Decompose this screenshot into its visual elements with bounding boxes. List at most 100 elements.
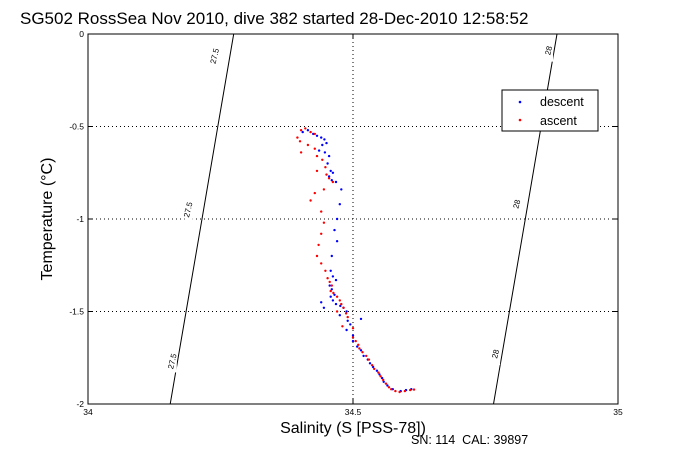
data-point-ascent xyxy=(351,327,355,330)
legend-marker-descent xyxy=(518,100,522,104)
data-point-ascent xyxy=(409,388,412,392)
data-point-descent xyxy=(329,169,332,173)
data-point-ascent xyxy=(320,210,323,213)
chart-title: SG502 RossSea Nov 2010, dive 382 started… xyxy=(20,9,528,28)
data-point-descent xyxy=(301,130,304,134)
data-point-descent xyxy=(328,284,331,287)
data-point-ascent xyxy=(313,147,316,150)
data-point-ascent xyxy=(298,140,302,143)
data-point-ascent xyxy=(387,386,391,389)
data-point-descent xyxy=(368,362,372,365)
serial-cal-footnote: SN: 114 CAL: 39897 xyxy=(411,433,528,447)
data-point-ascent xyxy=(306,143,310,147)
legend-label-ascent: ascent xyxy=(540,114,577,128)
data-point-descent xyxy=(331,299,335,302)
data-point-descent xyxy=(386,384,389,387)
data-point-descent xyxy=(359,349,363,352)
data-point-descent xyxy=(382,380,385,383)
data-point-descent xyxy=(331,171,335,174)
y-axis-label: Temperature (°C) xyxy=(39,158,56,281)
data-point-ascent xyxy=(361,351,364,354)
data-point-descent xyxy=(338,314,341,317)
data-point-descent xyxy=(338,203,341,206)
data-point-ascent xyxy=(324,166,327,169)
data-point-ascent xyxy=(357,343,360,346)
data-point-ascent xyxy=(338,299,341,302)
data-point-descent xyxy=(334,278,338,282)
contour-label: 28 xyxy=(511,198,522,209)
contour-label-bg xyxy=(211,45,220,68)
data-point-descent xyxy=(334,180,338,184)
data-point-ascent xyxy=(384,382,388,385)
data-point-ascent xyxy=(331,180,335,184)
data-point-descent xyxy=(375,369,379,372)
data-point-ascent xyxy=(412,388,416,391)
data-point-ascent xyxy=(321,158,324,161)
data-point-descent xyxy=(326,162,329,165)
data-point-ascent xyxy=(398,390,401,394)
data-point-descent xyxy=(327,154,331,158)
legend-marker-ascent xyxy=(518,118,522,122)
data-point-descent xyxy=(322,306,326,309)
data-point-descent xyxy=(306,129,310,132)
data-point-descent xyxy=(317,149,321,152)
data-point-ascent xyxy=(327,177,331,180)
legend-box xyxy=(501,89,599,132)
data-point-descent xyxy=(325,141,328,145)
data-point-descent xyxy=(335,240,339,243)
data-point-descent xyxy=(320,301,323,304)
x-tick-label: 34.5 xyxy=(345,407,362,417)
density-contour-27.5 xyxy=(169,33,235,405)
contour-label: 27.5 xyxy=(182,201,195,219)
contour-label: 27.5 xyxy=(166,352,179,370)
y-tick-label: -1.5 xyxy=(69,307,84,317)
data-point-descent xyxy=(339,304,342,308)
data-point-descent xyxy=(334,302,338,306)
data-point-ascent xyxy=(373,367,376,371)
data-point-descent xyxy=(345,328,348,332)
x-axis-label: Salinity (S [PSS-78]) xyxy=(280,420,426,437)
data-point-ascent xyxy=(335,310,339,313)
data-points xyxy=(296,127,416,394)
data-point-descent xyxy=(346,319,349,322)
contour-label-bg xyxy=(545,39,554,62)
data-point-ascent xyxy=(367,358,371,361)
data-point-descent xyxy=(351,339,355,343)
data-point-ascent xyxy=(351,336,355,339)
data-point-ascent xyxy=(394,389,397,393)
data-point-descent xyxy=(335,217,339,221)
data-point-descent xyxy=(349,323,352,326)
data-point-ascent xyxy=(346,315,349,319)
data-point-ascent xyxy=(340,302,343,306)
data-point-ascent xyxy=(403,389,407,393)
data-point-ascent xyxy=(299,151,303,154)
contour-label-bg xyxy=(492,343,501,366)
data-point-descent xyxy=(321,143,324,147)
data-point-ascent xyxy=(377,371,380,374)
data-point-ascent xyxy=(315,154,319,158)
data-point-ascent xyxy=(309,130,312,134)
y-tick-label: -1 xyxy=(76,214,84,224)
data-point-descent xyxy=(333,228,336,232)
data-point-ascent xyxy=(296,136,299,139)
data-point-descent xyxy=(329,295,332,298)
data-point-ascent xyxy=(324,269,327,272)
data-point-ascent xyxy=(390,388,393,391)
data-point-ascent xyxy=(317,243,320,247)
data-point-ascent xyxy=(379,375,382,378)
legend: descent ascent xyxy=(501,89,599,132)
contour-label-bg xyxy=(184,198,193,221)
data-point-descent xyxy=(330,179,333,182)
data-point-descent xyxy=(340,188,343,191)
data-point-ascent xyxy=(320,262,323,265)
data-point-descent xyxy=(359,317,363,321)
axis-ticks: 34 34.5 35 0 -0.5 -1 -1.5 -2 xyxy=(69,29,623,417)
y-tick-label: -2 xyxy=(76,399,84,409)
data-point-ascent xyxy=(322,221,326,224)
data-point-ascent xyxy=(315,254,319,258)
data-point-ascent xyxy=(328,280,331,284)
data-point-ascent xyxy=(344,312,348,315)
data-point-ascent xyxy=(309,199,312,202)
data-point-ascent xyxy=(326,277,329,280)
